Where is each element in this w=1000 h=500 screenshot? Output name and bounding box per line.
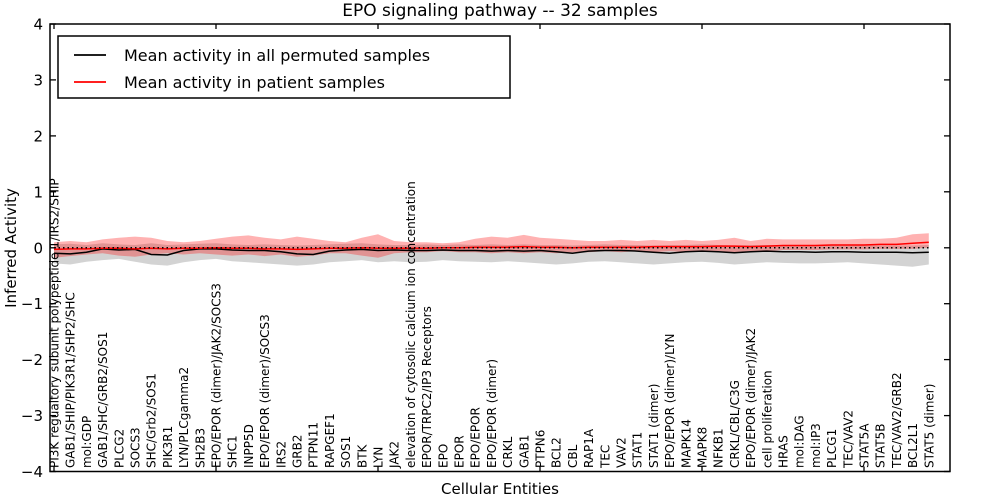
x-tick-label: EPOR/TRPC2/IP3 Receptors — [420, 306, 434, 468]
x-tick-label: RAPGEF1 — [323, 413, 337, 468]
y-tick-label: −1 — [21, 295, 43, 313]
x-tick-label: EPO/EPOR (dimer)/JAK2/SOCS3 — [210, 283, 224, 468]
x-tick-label: HRAS — [777, 435, 791, 468]
x-tick-label: mol:DAG — [793, 415, 807, 468]
x-tick-label: EPO/EPOR (dimer)/SOCS3 — [258, 314, 272, 468]
x-tick-label: BTK — [355, 443, 369, 468]
x-tick-label: VAV2 — [615, 437, 629, 468]
x-tick-label: GAB1/SHIP/PIK3R1/SHP2/SHC — [64, 292, 78, 468]
y-tick-label: −3 — [21, 407, 43, 425]
y-tick-label: 3 — [33, 71, 43, 89]
y-axis-label: Inferred Activity — [2, 188, 20, 308]
x-tick-label: TEC — [598, 445, 612, 469]
x-tick-label: SH2B3 — [193, 428, 207, 468]
x-tick-label: STAT1 (dimer) — [647, 384, 661, 468]
x-tick-label: cell proliferation — [760, 370, 774, 468]
x-tick-label: CRKL — [501, 436, 515, 468]
x-tick-label: mol:GDP — [80, 416, 94, 468]
x-tick-label: PI3K regualtory subunit polypeptide 1/IR… — [48, 178, 62, 468]
x-tick-label: elevation of cytosolic calcium ion conce… — [404, 181, 418, 468]
chart-title: EPO signaling pathway -- 32 samples — [342, 1, 658, 21]
x-tick-label: PIK3R1 — [161, 426, 175, 468]
x-tick-label: LYN — [372, 447, 386, 468]
x-tick-label: PTPN11 — [307, 422, 321, 468]
x-tick-label: SOS1 — [339, 436, 353, 468]
x-tick-label: mol:IP3 — [809, 423, 823, 468]
x-tick-label: TEC/VAV2 — [841, 410, 855, 469]
x-tick-label: EPO/EPOR (dimer) — [485, 359, 499, 468]
x-tick-label: EPO/EPOR — [469, 407, 483, 468]
legend-label-permuted: Mean activity in all permuted samples — [124, 46, 430, 65]
x-tick-label: GRB2 — [291, 434, 305, 468]
x-tick-label: RAP1A — [582, 428, 596, 468]
x-category-labels: PI3K regualtory subunit polypeptide 1/IR… — [48, 178, 937, 469]
x-tick-label: JAK2 — [388, 441, 402, 469]
y-tick-label: 1 — [33, 183, 43, 201]
x-tick-label: PLCG2 — [112, 429, 126, 468]
x-tick-label: BCL2L1 — [906, 423, 920, 468]
x-tick-label: IRS2 — [274, 441, 288, 468]
x-tick-label: CRKL/CBL/C3G — [728, 380, 742, 468]
y-tick-label: −2 — [21, 351, 43, 369]
x-tick-label: SOCS3 — [129, 427, 143, 468]
y-tick-label: 0 — [33, 239, 43, 257]
x-tick-label: STAT5A — [858, 423, 872, 468]
y-tick-label: −4 — [21, 463, 43, 481]
x-tick-label: EPO — [436, 444, 450, 468]
legend-label-patient: Mean activity in patient samples — [124, 73, 385, 92]
y-tick-label: 2 — [33, 127, 43, 145]
legend: Mean activity in all permuted samples Me… — [57, 35, 511, 99]
x-tick-label: NFKB1 — [712, 428, 726, 468]
plot-series — [53, 233, 929, 267]
x-tick-label: STAT5 (dimer) — [922, 384, 936, 468]
x-axis-label: Cellular Entities — [441, 480, 559, 498]
x-tick-label: STAT1 — [631, 432, 645, 468]
x-tick-label: GAB1/SHC/GRB2/SOS1 — [96, 332, 110, 468]
x-tick-label: PTPN6 — [534, 430, 548, 468]
x-tick-label: EPO/EPOR (dimer)/LYN — [663, 334, 677, 468]
y-tick-label: 4 — [33, 16, 43, 34]
x-tick-label: MAPK8 — [696, 427, 710, 468]
x-tick-label: TEC/VAV2/GRB2 — [890, 372, 904, 469]
x-tick-label: BCL2 — [550, 437, 564, 468]
legend-box — [57, 35, 511, 99]
x-tick-label: STAT5B — [874, 424, 888, 469]
x-tick-label: INPP5D — [242, 424, 256, 468]
x-tick-label: MAPK14 — [679, 419, 693, 468]
plot-axes: −4 −3 −2 −1 0 1 2 3 4 — [21, 16, 951, 481]
x-tick-label: PLCG1 — [825, 429, 839, 468]
x-tick-label: CBL — [566, 444, 580, 468]
x-tick-label: GAB1 — [517, 435, 531, 468]
x-tick-label: EPOR — [453, 435, 467, 468]
x-tick-label: SHC/Grb2/SOS1 — [145, 373, 159, 468]
x-tick-label: EPO/EPOR (dimer)/JAK2 — [744, 328, 758, 468]
x-tick-label: LYN/PLCgamma2 — [177, 367, 191, 468]
x-tick-label: SHC1 — [226, 435, 240, 468]
